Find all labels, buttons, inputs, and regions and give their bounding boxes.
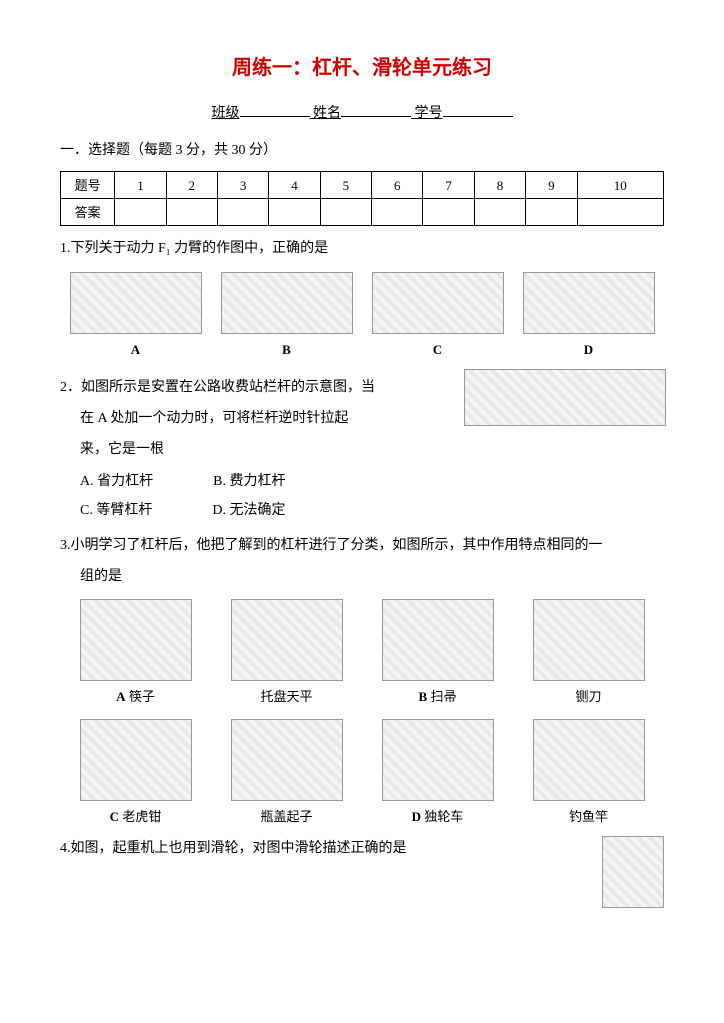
table-row: 题号 1 2 3 4 5 6 7 8 9 10	[61, 172, 664, 199]
cell: 4	[269, 172, 320, 199]
fishing-rod-image	[533, 719, 645, 801]
cell: 8	[474, 172, 525, 199]
q2-line2: 在 A 处加一个动力时，可将栏杆逆时针拉起	[60, 406, 452, 431]
fig-label: 托盘天平	[260, 685, 312, 708]
cell: 6	[372, 172, 423, 199]
answer-cell[interactable]	[166, 199, 217, 226]
q2-opt-c: C. 等臂杠杆	[80, 498, 152, 523]
num-blank[interactable]	[443, 102, 513, 117]
cell: 5	[320, 172, 371, 199]
q4-stem: 4.如图，起重机上也用到滑轮，对图中滑轮描述正确的是	[60, 836, 407, 861]
toll-gate-diagram	[464, 369, 666, 426]
balance-scale-image	[231, 599, 343, 681]
q3-line1: 3.小明学习了杠杆后，他把了解到的杠杆进行了分类，如图所示，其中作用特点相同的一	[60, 538, 603, 553]
cell: 10	[577, 172, 664, 199]
cell: 2	[166, 172, 217, 199]
fig-label: A	[131, 338, 140, 361]
q2-line1: 2．如图所示是安置在公路收费站栏杆的示意图，当	[60, 375, 452, 400]
fig-label: 瓶盖起子	[260, 805, 312, 828]
q3-row1: A 筷子 托盘天平 B 扫帚 铡刀	[60, 599, 664, 708]
fig-label: D	[584, 338, 593, 361]
fig-label: C 老虎钳	[110, 805, 162, 828]
fig-label: 钓鱼竿	[569, 805, 608, 828]
answer-cell[interactable]	[577, 199, 664, 226]
fig-label: D 独轮车	[412, 805, 464, 828]
q3-line2: 组的是	[60, 564, 664, 589]
answer-cell[interactable]	[372, 199, 423, 226]
crane-pulley-image	[602, 836, 664, 908]
question-4: 4.如图，起重机上也用到滑轮，对图中滑轮描述正确的是	[60, 836, 664, 908]
q3-row2: C 老虎钳 瓶盖起子 D 独轮车 钓鱼竿	[60, 719, 664, 828]
fig-label: B	[282, 338, 291, 361]
answer-cell[interactable]	[526, 199, 577, 226]
lever-diagram-b	[221, 272, 353, 334]
class-blank[interactable]	[240, 102, 310, 117]
q1-stem: 1.下列关于动力 F₁ 力臂的作图中，正确的是	[60, 241, 328, 256]
question-3: 3.小明学习了杠杆后，他把了解到的杠杆进行了分类，如图所示，其中作用特点相同的一	[60, 533, 664, 558]
fig-label: A 筷子	[116, 685, 155, 708]
answer-cell[interactable]	[217, 199, 268, 226]
lever-diagram-a	[70, 272, 202, 334]
cell: 1	[115, 172, 166, 199]
cell: 7	[423, 172, 474, 199]
broom-image	[382, 599, 494, 681]
name-label: 姓名	[313, 106, 341, 121]
guillotine-knife-image	[533, 599, 645, 681]
bottle-opener-image	[231, 719, 343, 801]
answer-cell[interactable]	[269, 199, 320, 226]
table-row: 答案	[61, 199, 664, 226]
cell: 答案	[61, 199, 115, 226]
cell: 9	[526, 172, 577, 199]
fig-label: B 扫帚	[419, 685, 457, 708]
answer-cell[interactable]	[474, 199, 525, 226]
question-1: 1.下列关于动力 F₁ 力臂的作图中，正确的是	[60, 236, 664, 261]
name-blank[interactable]	[341, 102, 411, 117]
answer-cell[interactable]	[320, 199, 371, 226]
section-1-heading: 一．选择题（每题 3 分，共 30 分）	[60, 138, 664, 163]
answer-cell[interactable]	[115, 199, 166, 226]
lever-diagram-c	[372, 272, 504, 334]
q2-opt-b: B. 费力杠杆	[213, 469, 285, 494]
class-label: 班级	[212, 106, 240, 121]
num-label: 学号	[415, 106, 443, 121]
pliers-image	[80, 719, 192, 801]
q2-line3: 来，它是一根	[60, 437, 452, 462]
chopsticks-image	[80, 599, 192, 681]
q1-figures: A B C D	[60, 272, 664, 361]
q2-opt-a: A. 省力杠杆	[80, 469, 153, 494]
cell: 3	[217, 172, 268, 199]
cell: 题号	[61, 172, 115, 199]
lever-diagram-d	[523, 272, 655, 334]
q2-opt-d: D. 无法确定	[212, 498, 285, 523]
page-title: 周练一：杠杆、滑轮单元练习	[60, 50, 664, 86]
question-2: 2．如图所示是安置在公路收费站栏杆的示意图，当 在 A 处加一个动力时，可将栏杆…	[60, 369, 664, 527]
fig-label: C	[433, 338, 442, 361]
wheelbarrow-image	[382, 719, 494, 801]
fig-label: 铡刀	[575, 685, 601, 708]
answer-table: 题号 1 2 3 4 5 6 7 8 9 10 答案	[60, 171, 664, 226]
student-info-line: 班级 姓名 学号	[60, 101, 664, 126]
answer-cell[interactable]	[423, 199, 474, 226]
